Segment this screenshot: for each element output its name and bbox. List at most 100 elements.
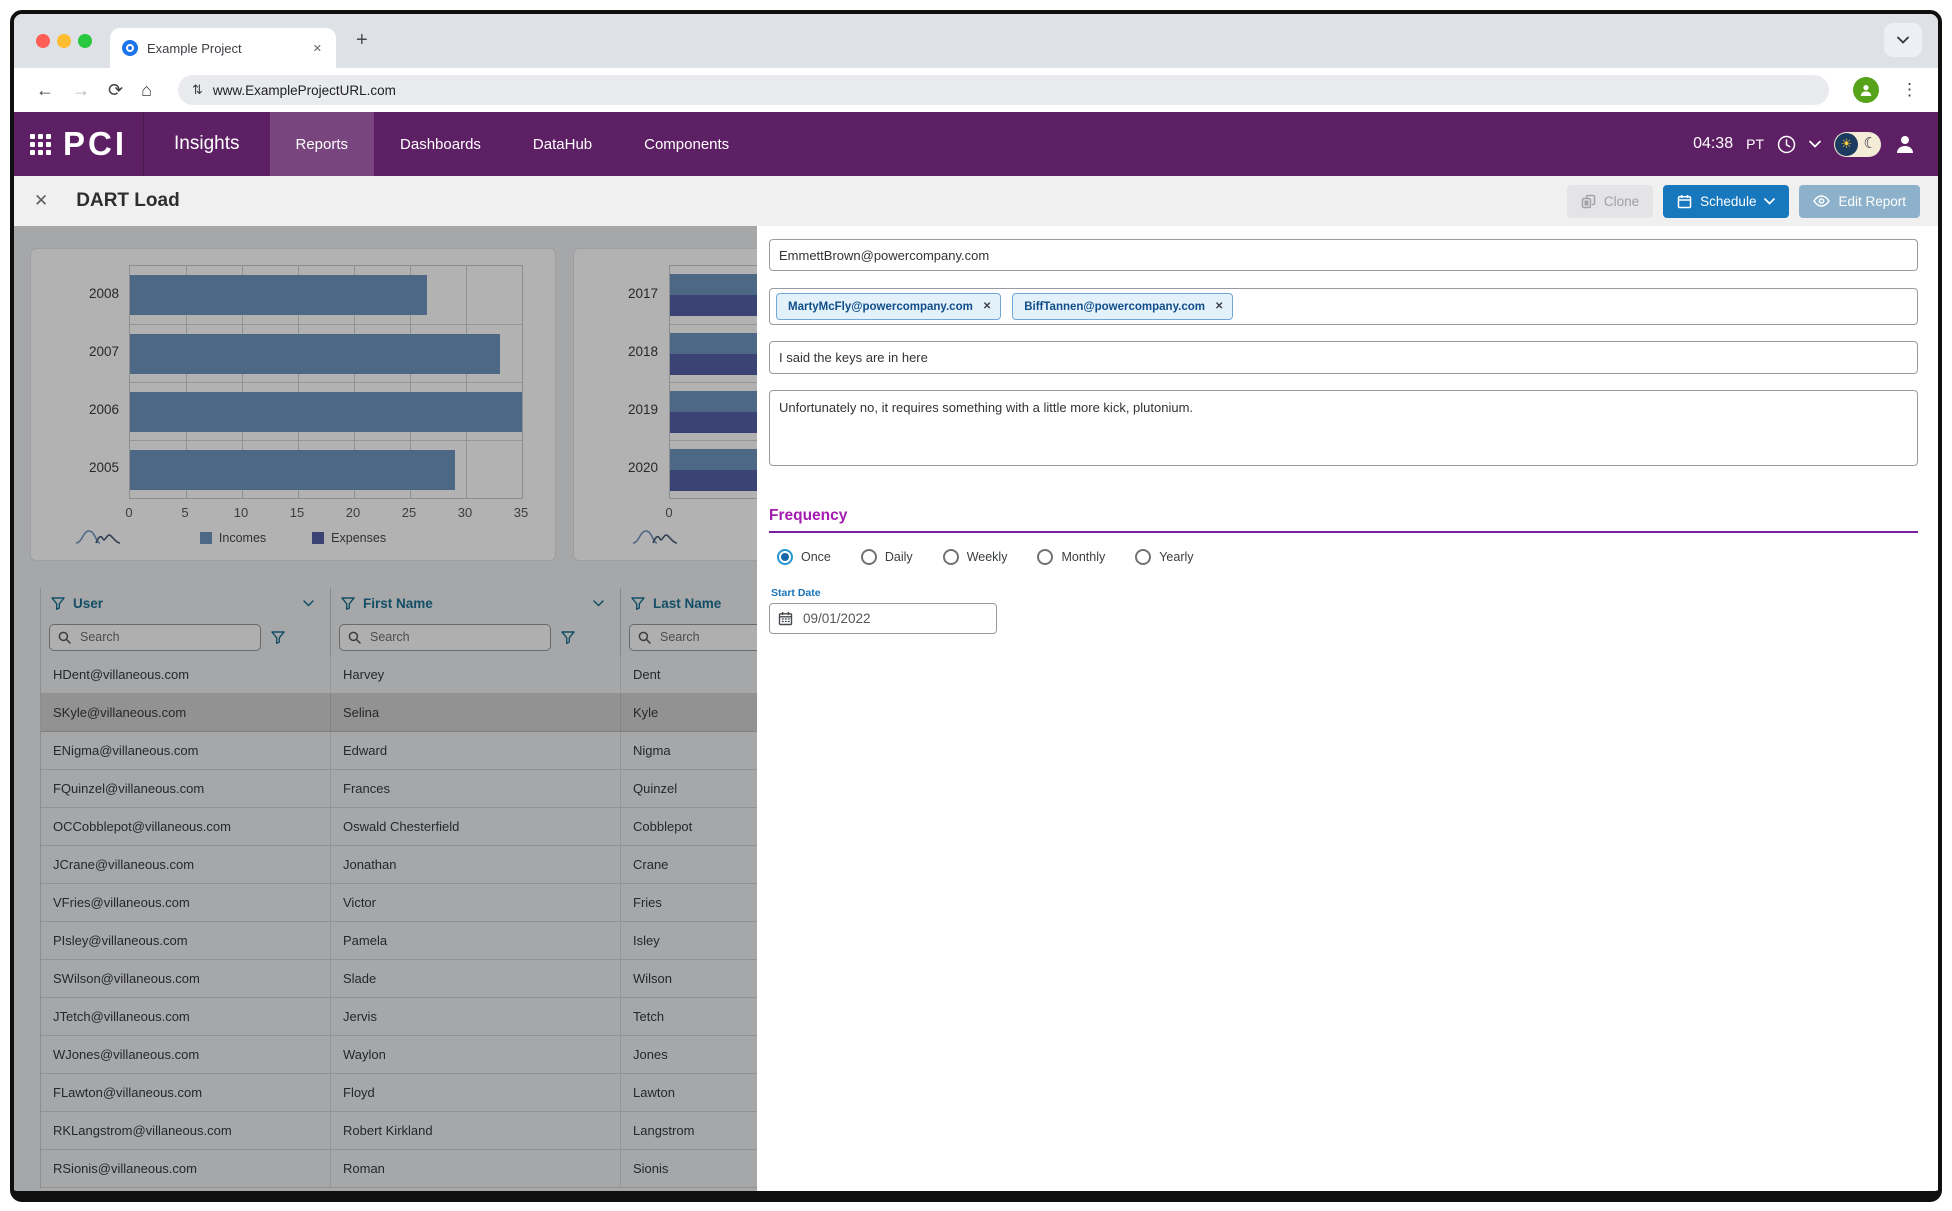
browser-profile-avatar[interactable] [1853,77,1879,103]
sparkline-icon[interactable] [632,525,678,545]
nav-section-insights[interactable]: Insights [174,133,240,154]
sparkline-icon[interactable] [75,525,121,545]
message-field[interactable]: Unfortunately no, it requires something … [769,390,1918,466]
filter-icon[interactable] [271,630,285,644]
search-icon [638,631,651,644]
clone-button[interactable]: Clone [1566,184,1654,218]
nav-tab-components[interactable]: Components [644,135,730,153]
frequency-option-yearly[interactable]: Yearly [1135,549,1194,565]
cc-chip[interactable]: BiffTannen@powercompany.com ✕ [1012,293,1234,320]
table-row[interactable]: RSionis@villaneous.com Roman Sionis [41,1150,925,1188]
radio-icon[interactable] [1135,549,1152,565]
radio-icon[interactable] [1037,549,1054,565]
filter-icon[interactable] [51,596,65,610]
nav-tab-reports[interactable]: Reports [269,112,375,176]
frequency-option-weekly[interactable]: Weekly [942,549,1007,565]
chart-bar-row [130,440,522,498]
category-label: 2007 [88,344,119,359]
column-header-user[interactable]: User [41,588,331,618]
window-close-button[interactable] [36,34,50,48]
table-cell: Edward [331,732,621,769]
table-row[interactable]: SWilson@villaneous.com Slade Wilson [41,960,925,998]
browser-menu-button[interactable]: ⋮ [1901,80,1918,99]
window-minimize-button[interactable] [57,34,71,48]
new-tab-button[interactable]: + [356,29,368,51]
address-bar[interactable]: ⇅ www.ExampleProjectURL.com [177,75,1829,105]
column-label: Last Name [653,595,722,611]
radio-label: Once [801,550,831,564]
close-report-icon[interactable]: ✕ [34,191,49,210]
start-date-input[interactable] [801,610,925,627]
table-row[interactable]: RKLangstrom@villaneous.com Robert Kirklan… [41,1112,925,1150]
cc-chip[interactable]: MartyMcFly@powercompany.com ✕ [776,293,1002,320]
filter-icon[interactable] [631,596,645,610]
frequency-option-monthly[interactable]: Monthly [1037,549,1105,565]
subject-field[interactable] [769,341,1918,374]
table-cell: Frances [331,770,621,807]
x-tick-label: 0 [125,505,133,520]
chevron-down-icon[interactable] [593,599,604,607]
schedule-button[interactable]: Schedule [1663,184,1790,218]
nav-tab-dashboards[interactable]: Dashboards [400,135,481,153]
filter-icon[interactable] [561,630,575,644]
legend-item-expenses[interactable]: Expenses [312,531,386,545]
table-row[interactable]: PIsley@villaneous.com Pamela Isley [41,922,925,960]
table-row[interactable]: JTetch@villaneous.com Jervis Tetch [41,998,925,1036]
chevron-down-icon[interactable] [1809,140,1821,148]
incomes-bar[interactable] [130,392,522,432]
browser-tab[interactable]: Example Project ✕ [110,28,336,68]
edit-report-button[interactable]: Edit Report [1799,184,1920,218]
incomes-bar[interactable] [130,275,427,315]
apps-grid-icon[interactable] [30,133,51,155]
table-cell: SWilson@villaneous.com [41,960,331,997]
pci-logo[interactable]: PCI [63,125,128,162]
table-cell: OCCobblepot@villaneous.com [41,808,331,845]
radio-icon[interactable] [860,549,877,565]
table-row[interactable]: OCCobblepot@villaneous.com Oswald Chester… [41,808,925,846]
incomes-bar[interactable] [130,450,455,490]
clone-label: Clone [1603,193,1640,209]
search-input[interactable] [78,629,232,645]
frequency-option-daily[interactable]: Daily [860,549,913,565]
table-row[interactable]: FQuinzel@villaneous.com Frances Quinzel [41,770,925,808]
table-row[interactable]: JCrane@villaneous.com Jonathan Crane [41,846,925,884]
tune-icon[interactable]: ⇅ [191,82,203,97]
start-date-picker[interactable] [769,603,997,634]
incomes-bar[interactable] [130,334,500,374]
chart-legend: Incomes Expenses [31,531,555,545]
reload-button[interactable]: ⟳ [108,80,124,100]
url-text: www.ExampleProjectURL.com [212,82,396,98]
radio-icon[interactable] [942,549,959,565]
table-row[interactable]: HDent@villaneous.com Harvey Dent [41,656,925,694]
chip-remove-icon[interactable]: ✕ [1214,301,1224,312]
user-icon[interactable] [1894,133,1916,155]
tab-close-icon[interactable]: ✕ [312,42,322,55]
radio-icon[interactable] [777,549,793,565]
radio-label: Daily [884,550,913,564]
category-label: 2019 [627,402,658,417]
nav-tab-datahub[interactable]: DataHub [532,135,593,153]
calendar-icon[interactable] [778,611,793,626]
window-maximize-button[interactable] [78,34,92,48]
recipient-chips-field[interactable]: MartyMcFly@powercompany.com ✕ BiffTannen@p… [769,288,1918,325]
table-body: HDent@villaneous.com Harvey Dent SKyle@vill… [41,656,925,1188]
back-button[interactable]: ← [36,80,54,100]
filter-icon[interactable] [341,596,355,610]
search-input[interactable] [368,629,522,645]
home-button[interactable]: ⌂ [141,80,152,100]
clock-icon[interactable] [1777,135,1796,154]
frequency-option-once[interactable]: Once [777,549,831,565]
theme-toggle[interactable]: ☀ ☾ [1834,131,1881,157]
table-row[interactable]: FLawton@villaneous.com Floyd Lawton [41,1074,925,1112]
column-header-first-name[interactable]: First Name [331,588,621,618]
table-row[interactable]: WJones@villaneous.com Waylon Jones [41,1036,925,1074]
tab-overflow-button[interactable] [1884,23,1922,57]
chip-remove-icon[interactable]: ✕ [982,301,992,312]
forward-button[interactable]: → [72,80,90,100]
legend-item-incomes[interactable]: Incomes [199,531,266,545]
clock-time: 04:38 [1693,135,1734,152]
chevron-down-icon[interactable] [303,599,314,607]
chip-label: MartyMcFly@powercompany.com [788,300,973,313]
table-row[interactable]: ENigma@villaneous.com Edward Nigma [41,732,925,770]
recipient-to-field[interactable] [769,239,1918,271]
